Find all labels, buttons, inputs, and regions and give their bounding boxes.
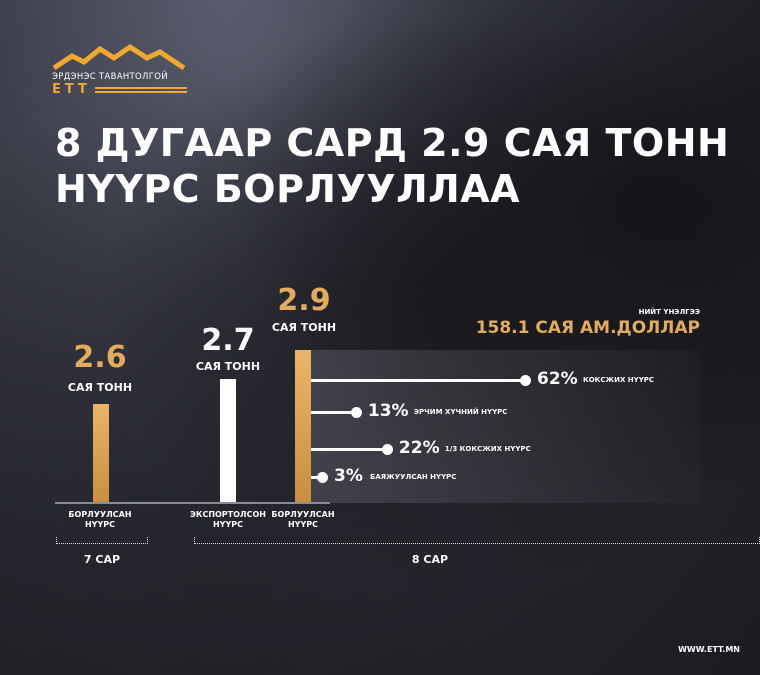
bar-value: 2.7 [201,323,255,358]
breakdown-dot [520,375,531,386]
logo-text: ЭРДЭНЭС ТАВАНТОЛГОЙ [52,72,168,82]
bar-unit: САЯ ТОНН [271,321,337,334]
website-url: WWW.ETT.MN [678,645,740,654]
breakdown-line [311,448,387,451]
breakdown-label: ЭРЧИМ ХҮЧНИЙ НҮҮРС [413,408,508,416]
bar-unit: САЯ ТОНН [67,381,133,394]
breakdown-dot [350,407,362,418]
breakdown-dot [381,444,393,455]
breakdown-panel [311,350,701,503]
bar-exported-8 [220,379,236,503]
breakdown-dot [317,472,328,483]
title-line-1: 8 ДУГААР САРД 2.9 САЯ ТОНН [55,121,730,165]
breakdown-line [311,411,356,414]
logo-abbr: ETT [52,82,91,97]
breakdown-line [311,379,525,382]
period-bracket [194,537,760,544]
period-bracket [56,537,148,544]
bar-sold-7 [93,404,109,503]
breakdown-percent: 3% [334,466,363,486]
breakdown-percent: 62% [537,369,578,389]
baseline [55,502,330,504]
period-label: 8 САР [411,553,449,566]
total-value: НИЙТ ҮНЭЛГЭЭ 158.1 САЯ АМ.ДОЛЛАР [476,308,700,338]
breakdown-label: КОКСЖИХ НҮҮРС [583,376,655,384]
title-line-2: НҮҮРС БОРЛУУЛЛАА [55,167,521,211]
mountain-logo-icon [52,43,186,71]
bar-sold-8 [295,350,311,503]
breakdown-percent: 22% [398,438,440,458]
total-label: НИЙТ ҮНЭЛГЭЭ [638,308,700,316]
breakdown-percent: 13% [367,401,409,421]
total-amount: 158.1 САЯ АМ.ДОЛЛАР [475,318,700,338]
x-label: ЭКСПОРТОЛСОН НҮҮРС [190,510,266,529]
breakdown-line [311,476,322,479]
breakdown-label: 1/3 КОКСЖИХ НҮҮРС [444,445,531,453]
bar-value: 2.6 [73,340,127,375]
page-title: 8 ДУГААР САРД 2.9 САЯ ТОНН НҮҮРС БОРЛУУЛ… [55,120,729,212]
period-label: 7 САР [83,553,121,566]
x-label: БОРЛУУЛСАН НҮҮРС [271,510,335,529]
logo: ЭРДЭНЭС ТАВАНТОЛГОЙ ETT [52,43,187,97]
x-label: БОРЛУУЛСАН НҮҮРС [68,510,132,529]
bar-unit: САЯ ТОНН [195,360,261,373]
breakdown-label: БАЯЖУУЛСАН НҮҮРС [370,473,457,481]
bar-value: 2.9 [277,283,331,318]
